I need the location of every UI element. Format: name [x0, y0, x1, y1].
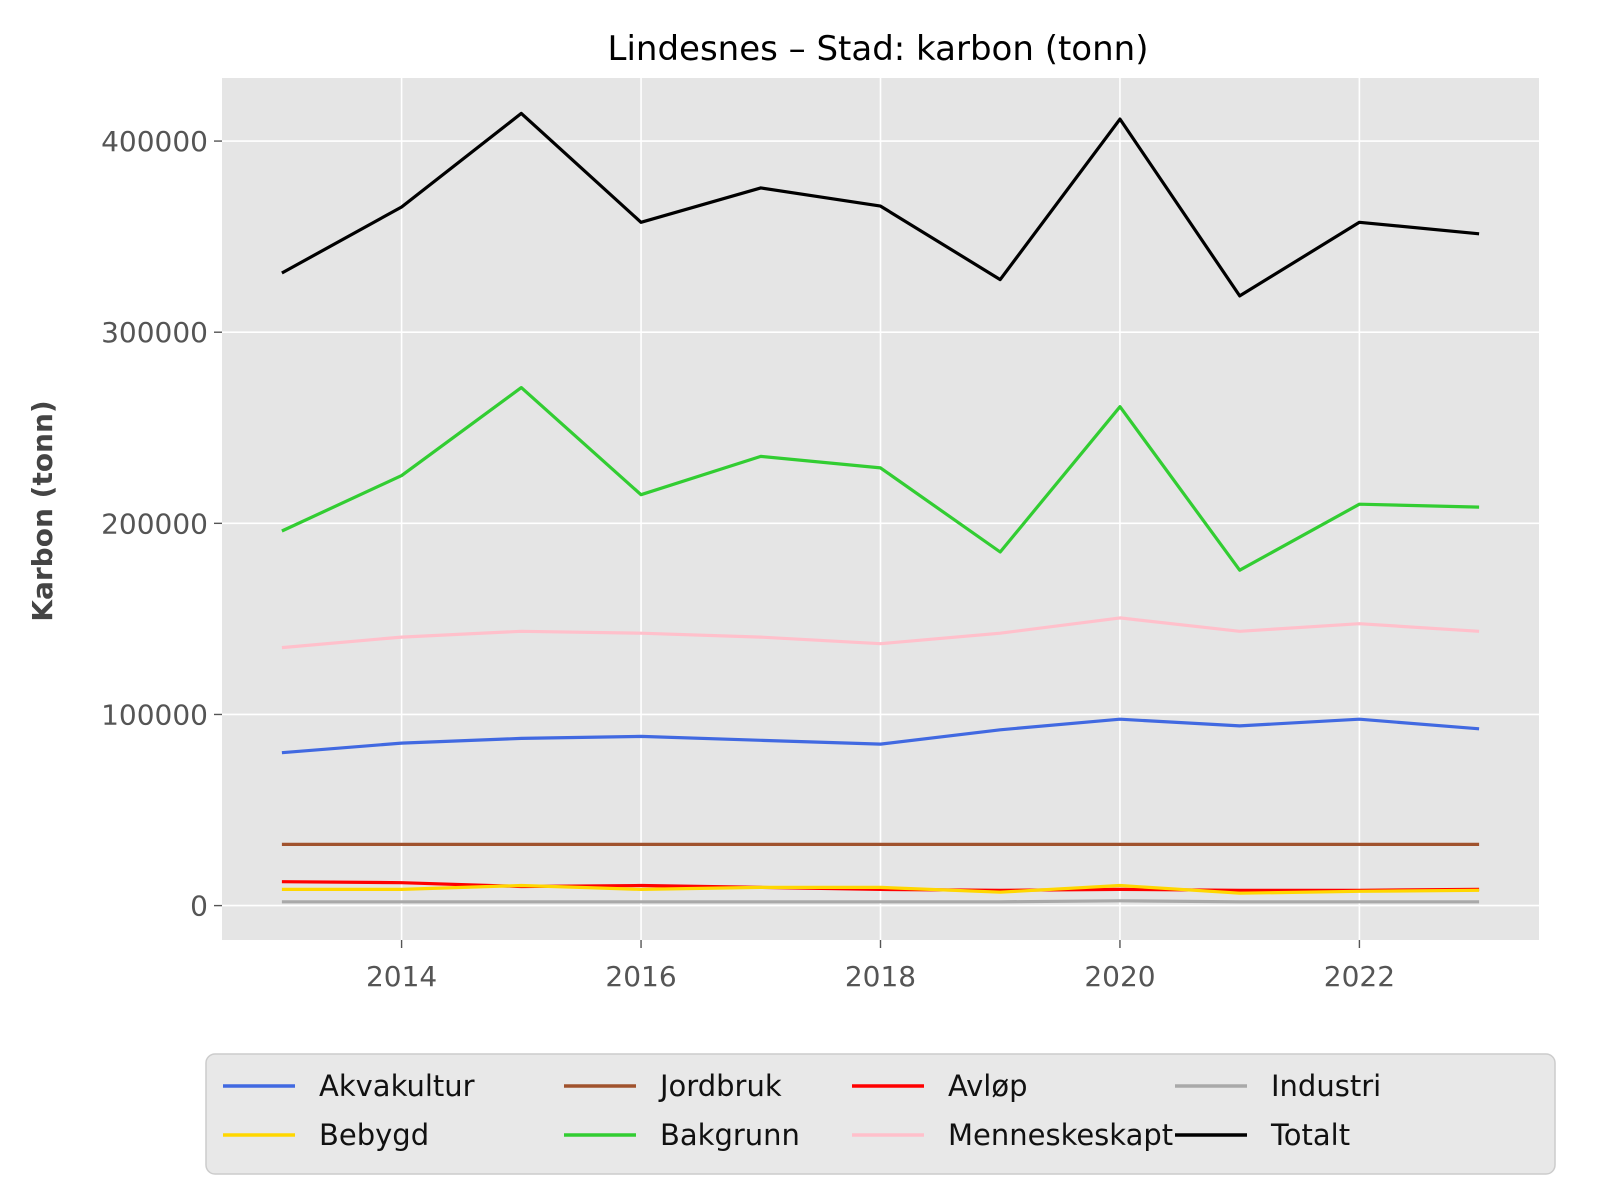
- legend-item-jordbruk: Jordbruk: [564, 1069, 782, 1103]
- series-line-menneskeskapt: [281, 616, 1480, 650]
- y-tick-label: 400000: [101, 125, 208, 158]
- series-line-bebygd: [281, 883, 1480, 895]
- legend-item-bakgrunn: Bakgrunn: [564, 1118, 800, 1152]
- legend-label: Totalt: [1270, 1118, 1350, 1152]
- x-tick-label: 2018: [845, 960, 916, 993]
- x-axis-ticks: 2014 2016 2018 2020 2022: [366, 940, 1395, 993]
- legend-item-avløp: Avløp: [852, 1069, 1028, 1103]
- y-axis-ticks: 0 100000 200000 300000 400000: [101, 125, 222, 923]
- legend-item-akvakultur: Akvakultur: [223, 1069, 475, 1103]
- legend-item-totalt: Totalt: [1175, 1118, 1350, 1152]
- legend-item-bebygd: Bebygd: [223, 1118, 429, 1152]
- series-line-industri: [281, 899, 1480, 904]
- y-axis-label: Karbon (tonn): [26, 400, 59, 621]
- legend-label: Avløp: [948, 1069, 1028, 1103]
- legend-label: Jordbruk: [658, 1069, 782, 1103]
- x-tick-label: 2022: [1324, 960, 1395, 993]
- legend-item-industri: Industri: [1175, 1069, 1381, 1103]
- gridlines: [222, 78, 1539, 940]
- series-line-akvakultur: [281, 717, 1480, 755]
- legend-item-menneskeskapt: Menneskeskapt: [852, 1118, 1173, 1152]
- legend-label: Bebygd: [319, 1118, 429, 1152]
- y-tick-label: 100000: [101, 698, 208, 731]
- series-lines: [281, 111, 1480, 904]
- series-line-totalt: [281, 111, 1480, 298]
- y-tick-label: 200000: [101, 507, 208, 540]
- x-tick-label: 2014: [366, 960, 437, 993]
- legend-label: Industri: [1271, 1069, 1381, 1103]
- x-tick-label: 2016: [605, 960, 676, 993]
- series-line-bakgrunn: [281, 386, 1480, 572]
- legend-label: Menneskeskapt: [948, 1118, 1173, 1152]
- legend: Akvakultur Jordbruk Avløp Industri Bebygd Bak…: [205, 1053, 1556, 1175]
- legend-label: Bakgrunn: [660, 1118, 800, 1152]
- legend-items: Akvakultur Jordbruk Avløp Industri Bebygd Bak…: [223, 1069, 1381, 1152]
- legend-label: Akvakultur: [319, 1069, 475, 1103]
- chart-title: Lindesnes – Stad: karbon (tonn): [608, 29, 1149, 69]
- legend-box: [205, 1053, 1556, 1175]
- y-tick-label: 0: [190, 890, 208, 923]
- y-tick-label: 300000: [101, 316, 208, 349]
- x-tick-label: 2020: [1084, 960, 1155, 993]
